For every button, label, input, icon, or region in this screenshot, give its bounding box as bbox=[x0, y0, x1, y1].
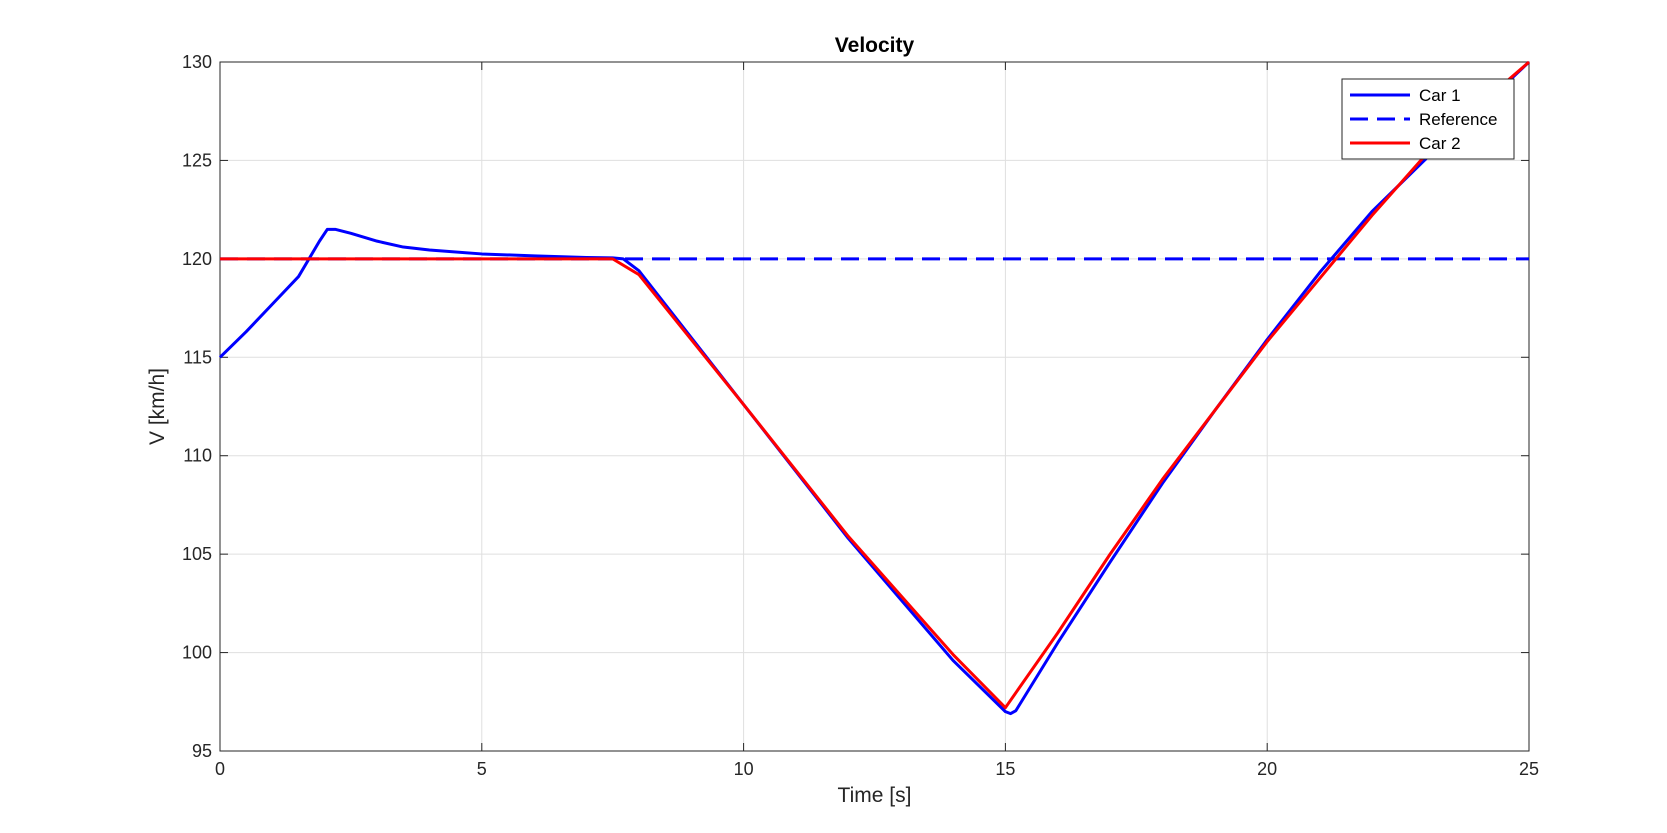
y-axis: 95 100 105 110 115 120 125 130 bbox=[182, 52, 1529, 761]
x-axis-label: Time [s] bbox=[838, 784, 912, 807]
plot-frame bbox=[219, 61, 1530, 752]
x-axis: 0 5 10 15 20 25 bbox=[215, 62, 1539, 779]
y-tick-label: 105 bbox=[182, 544, 212, 564]
y-tick-label: 100 bbox=[182, 643, 212, 663]
legend-box bbox=[1341, 78, 1515, 160]
x-tick-label: 5 bbox=[477, 759, 487, 779]
legend-label: Car 1 bbox=[1419, 86, 1461, 105]
y-tick-label: 115 bbox=[183, 347, 212, 367]
y-tick-label: 95 bbox=[192, 741, 212, 761]
x-tick-label: 15 bbox=[995, 759, 1015, 779]
x-tick-label: 10 bbox=[734, 759, 754, 779]
series-line-car-2 bbox=[220, 60, 1530, 710]
chart-title: Velocity bbox=[835, 34, 915, 57]
legend-label: Car 2 bbox=[1419, 134, 1461, 153]
series-layer bbox=[218, 60, 1531, 716]
legend: Car 1 Reference Car 2 bbox=[1341, 78, 1515, 160]
y-axis-label: V [km/h] bbox=[146, 368, 169, 445]
x-tick-label: 0 bbox=[215, 759, 225, 779]
series-line-car-1 bbox=[218, 60, 1531, 716]
x-tick-label: 25 bbox=[1519, 759, 1539, 779]
y-tick-label: 125 bbox=[182, 150, 212, 170]
y-tick-label: 110 bbox=[183, 446, 212, 466]
y-tick-label: 130 bbox=[182, 52, 212, 72]
legend-label: Reference bbox=[1419, 110, 1497, 129]
x-tick-label: 20 bbox=[1257, 759, 1277, 779]
grid bbox=[219, 61, 1530, 752]
y-tick-label: 120 bbox=[182, 249, 212, 269]
